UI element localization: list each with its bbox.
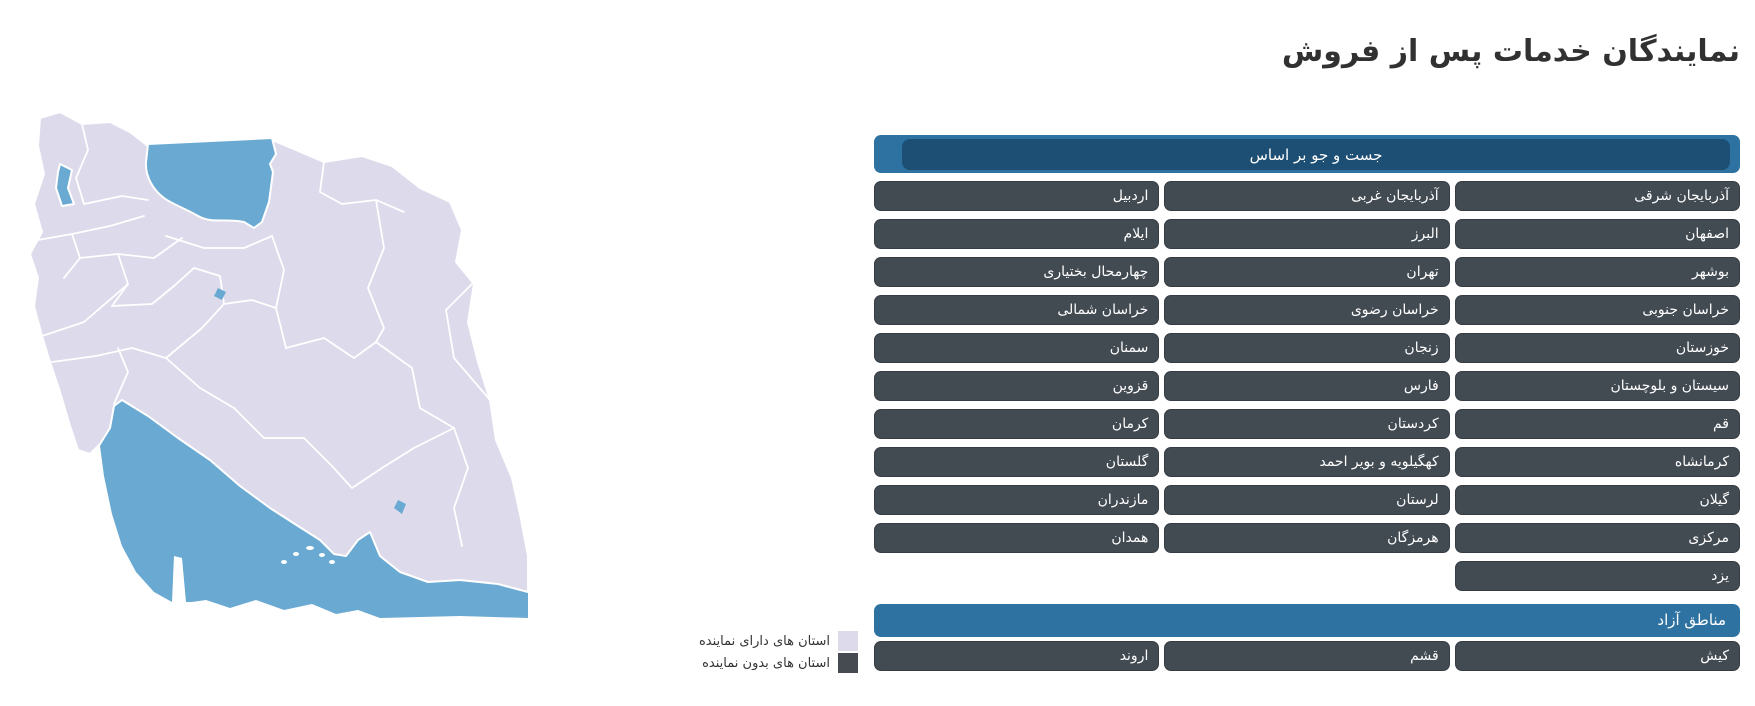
page-title: نمایندگان خدمات پس از فروش — [1281, 34, 1740, 69]
province-button[interactable]: خراسان شمالی — [874, 295, 1160, 325]
province-button[interactable]: البرز — [1164, 219, 1450, 249]
map-legend: استان های دارای نماینده استان های بدون ن… — [600, 631, 858, 675]
legend-item-without-representative: استان های بدون نماینده — [600, 653, 858, 673]
province-button[interactable]: همدان — [874, 523, 1160, 553]
province-button[interactable]: کهگیلویه و بویر احمد — [1164, 447, 1450, 477]
search-header-bar: جست و جو بر اساس — [874, 135, 1740, 173]
province-button[interactable]: قزوین — [874, 371, 1160, 401]
caspian-sea — [144, 137, 277, 229]
province-grid: آذربایجان شرقی آذربایجان غربی اردبیل اصفهان… — [874, 181, 1740, 591]
province-button[interactable]: کرمانشاه — [1454, 447, 1740, 477]
search-header-title: جست و جو بر اساس — [902, 139, 1730, 170]
lake-namak — [214, 288, 226, 300]
iran-provinces-land[interactable] — [29, 111, 529, 593]
legend-swatch-without-representative — [838, 653, 858, 673]
province-button[interactable]: بوشهر — [1454, 257, 1740, 287]
search-panel: جست و جو بر اساس آذربایجان شرقی آذربایجان… — [874, 135, 1740, 671]
province-button[interactable]: گلستان — [874, 447, 1160, 477]
province-button[interactable]: آذربایجان شرقی — [1454, 181, 1740, 211]
legend-swatch-with-representative — [838, 631, 858, 651]
province-button[interactable]: یزد — [1454, 561, 1740, 591]
province-button[interactable]: تهران — [1164, 257, 1450, 287]
province-button[interactable]: چهارمحال بختیاری — [874, 257, 1160, 287]
province-button[interactable]: مازندران — [874, 485, 1160, 515]
province-button[interactable]: آذربایجان غربی — [1164, 181, 1450, 211]
free-zone-button[interactable]: قشم — [1164, 641, 1450, 671]
province-borders — [37, 123, 491, 547]
gulf-islands — [281, 546, 335, 564]
province-button[interactable]: کرمان — [874, 409, 1160, 439]
province-button[interactable]: خراسان رضوی — [1164, 295, 1450, 325]
province-button[interactable]: هرمزگان — [1164, 523, 1450, 553]
free-zones-grid: کیش قشم اروند — [874, 641, 1740, 671]
legend-item-with-representative: استان های دارای نماینده — [600, 631, 858, 651]
province-button[interactable]: قم — [1454, 409, 1740, 439]
province-button[interactable]: سیستان و بلوچستان — [1454, 371, 1740, 401]
free-zones-header: مناطق آزاد — [874, 604, 1740, 637]
province-button[interactable]: کردستان — [1164, 409, 1450, 439]
province-button[interactable]: ایلام — [874, 219, 1160, 249]
province-button[interactable]: اصفهان — [1454, 219, 1740, 249]
lake-urmia — [55, 163, 75, 207]
province-button[interactable]: فارس — [1164, 371, 1450, 401]
province-button[interactable]: اردبیل — [874, 181, 1160, 211]
province-button[interactable]: سمنان — [874, 333, 1160, 363]
free-zone-button[interactable]: کیش — [1454, 641, 1740, 671]
free-zone-button[interactable]: اروند — [874, 641, 1160, 671]
legend-label-with-representative: استان های دارای نماینده — [698, 633, 830, 649]
province-button[interactable]: خراسان جنوبی — [1454, 295, 1740, 325]
province-button[interactable]: زنجان — [1164, 333, 1450, 363]
persian-gulf-water — [100, 400, 528, 618]
iran-map — [29, 111, 529, 618]
province-button[interactable]: خوزستان — [1454, 333, 1740, 363]
lake-bakhtegan — [394, 500, 406, 514]
legend-label-without-representative: استان های بدون نماینده — [702, 655, 830, 671]
province-button[interactable]: لرستان — [1164, 485, 1450, 515]
province-button[interactable]: گیلان — [1454, 485, 1740, 515]
province-button[interactable]: مرکزی — [1454, 523, 1740, 553]
